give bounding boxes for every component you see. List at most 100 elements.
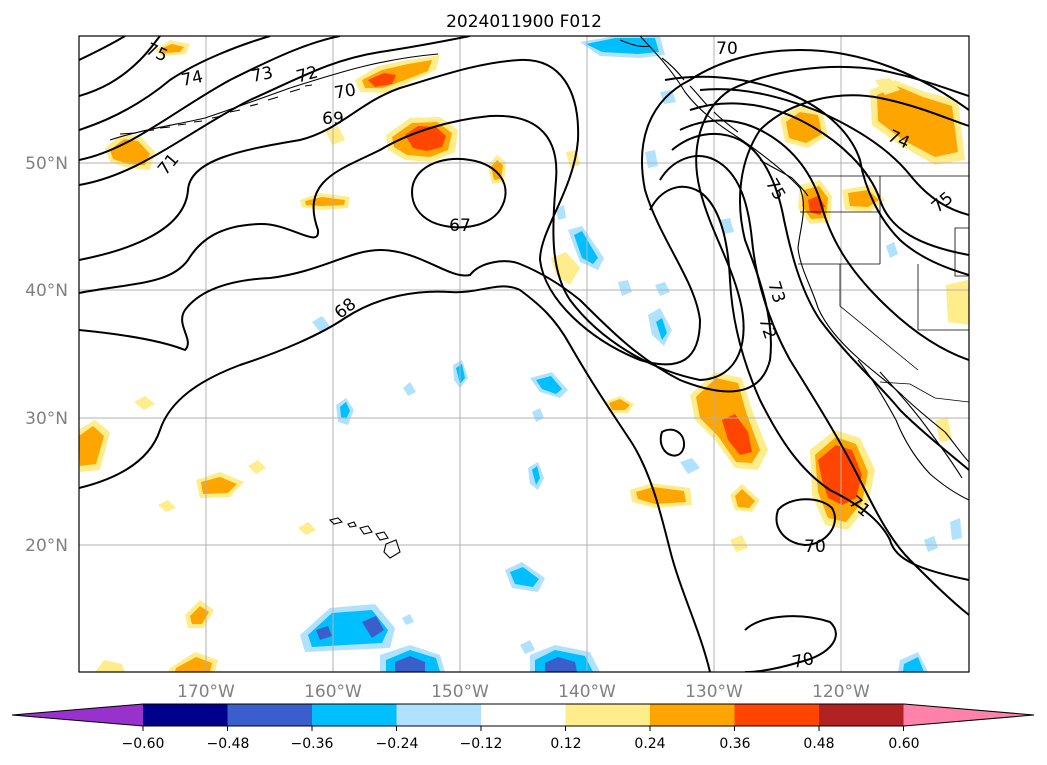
fill-area [158, 500, 176, 512]
colorbar-swatch [227, 704, 313, 726]
lon-label: 150°W [431, 682, 489, 702]
fill-area [574, 231, 598, 264]
fill-area [886, 242, 898, 258]
fill-area [248, 460, 266, 474]
contour-label: 69 [322, 109, 344, 129]
fill-area [79, 426, 104, 466]
colorbar-ticks [142, 726, 904, 731]
lat-label: 40°N [25, 281, 68, 301]
contour-line [775, 498, 836, 547]
fill-area [298, 522, 316, 535]
colorbar-swatch [734, 704, 820, 726]
colorbar-swatches [12, 704, 1034, 726]
border-nevada [839, 264, 919, 371]
fill-area [95, 660, 125, 672]
contour-line [659, 155, 969, 616]
fill-area [656, 318, 667, 340]
coastline-baja [857, 359, 969, 501]
contour-line [689, 102, 969, 256]
fill-area [875, 78, 900, 95]
colorbar-tick-labels: −0.60 −0.48 −0.36 −0.24 −0.12 0.12 0.24 … [122, 736, 920, 752]
fill-area [545, 657, 577, 672]
contour-label: 70 [333, 80, 358, 103]
border-us-mexico [879, 381, 969, 403]
map-frame [78, 35, 970, 673]
fill-area [316, 626, 332, 640]
contour-line [79, 65, 969, 382]
fill-area [134, 396, 155, 410]
fill-area [556, 205, 566, 220]
contour-label: 73 [250, 63, 275, 87]
contour-line [79, 36, 341, 161]
colorbar-swatch [650, 704, 735, 726]
fill-area [308, 610, 388, 647]
fill-area [680, 458, 700, 474]
colorbar-tick-label: −0.36 [291, 736, 334, 752]
gridlines [79, 36, 969, 672]
contour-label: 70 [716, 39, 738, 59]
colorbar-swatch [143, 704, 228, 726]
lat-label: 50°N [25, 154, 68, 174]
fill-area [395, 656, 425, 672]
colorbar-swatch [312, 704, 397, 726]
fill-area [402, 614, 414, 625]
fill-area [636, 487, 686, 504]
contour-line [79, 36, 126, 61]
fill-area [586, 38, 659, 54]
fill-area [532, 466, 540, 485]
fill-area [175, 657, 212, 672]
contour-line [79, 285, 711, 672]
colorbar-tick-label: 0.48 [803, 736, 834, 752]
contour-label: 70 [791, 649, 816, 673]
contour-label: 74 [180, 67, 205, 91]
colorbar-tick-label: −0.12 [460, 736, 503, 752]
fill-area [609, 399, 630, 410]
colorbar-tick-label: 0.24 [634, 736, 665, 752]
height-contours [79, 36, 969, 672]
fill-area [325, 126, 345, 145]
contour-line [659, 428, 686, 457]
contour-line [671, 132, 969, 471]
border-nevada-utah [917, 264, 969, 331]
lat-label: 20°N [25, 536, 68, 556]
coastline-hawaii [328, 517, 401, 559]
negative-fill-areas [300, 36, 962, 672]
colorbar-swatch [396, 704, 482, 726]
contour-line [79, 48, 969, 366]
positive-fill-areas [79, 40, 969, 672]
fill-area [730, 535, 748, 552]
colorbar-extend-high [903, 704, 1034, 726]
lat-label: 30°N [25, 409, 68, 429]
fill-area [403, 382, 416, 396]
fill-area [190, 606, 209, 624]
colorbar-swatch [819, 704, 904, 726]
fill-area [786, 112, 822, 143]
colorbar-tick-label: −0.48 [207, 736, 250, 752]
colorbar: −0.60 −0.48 −0.36 −0.24 −0.12 0.12 0.24 … [11, 703, 1035, 752]
longitude-labels: 170°W 160°W 150°W 140°W 130°W 120°W [177, 682, 870, 702]
fill-area [655, 282, 670, 296]
colorbar-extend-low [12, 704, 143, 726]
fill-area [924, 536, 938, 552]
lon-label: 170°W [177, 682, 235, 702]
colorbar-swatch [565, 704, 651, 726]
contour-label: 70 [804, 537, 826, 557]
fill-area [877, 86, 958, 157]
contour-line [79, 36, 161, 97]
colorbar-tick-label: 0.12 [550, 736, 581, 752]
contour-line [79, 36, 271, 131]
contour-line [679, 119, 969, 361]
lon-label: 140°W [558, 682, 616, 702]
fill-area [551, 252, 580, 285]
contour-line [79, 94, 969, 393]
fill-area [368, 73, 396, 87]
fill-area [160, 44, 184, 53]
coastline-alaska-panhandle [619, 39, 739, 133]
lon-label: 130°W [685, 682, 743, 702]
fill-area [722, 414, 752, 455]
coastline-vancouver-island [759, 159, 809, 197]
lon-label: 160°W [304, 682, 362, 702]
fill-area [848, 190, 879, 207]
fill-area [946, 280, 969, 325]
